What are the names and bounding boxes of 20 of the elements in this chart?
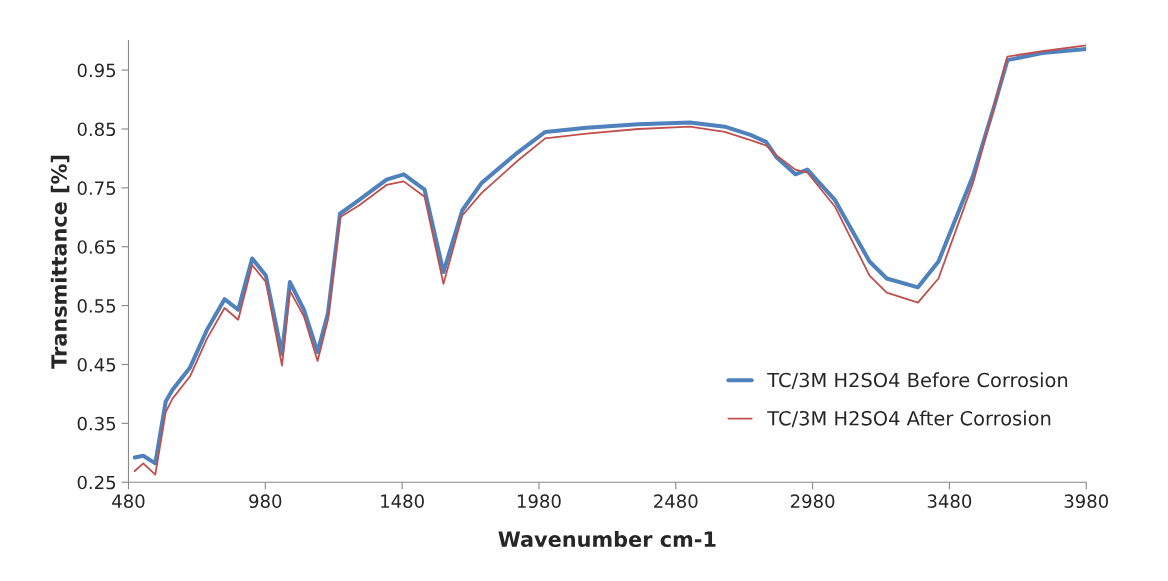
y-tick-label: 0.45 (77, 357, 116, 372)
y-tick-label: 0.35 (77, 416, 116, 431)
x-tick-label: 3980 (1064, 494, 1109, 509)
x-axis-title: Wavenumber cm-1 (498, 530, 716, 548)
x-tick-label: 480 (112, 494, 145, 509)
y-tick-label: 0.65 (77, 240, 116, 254)
y-tick-label: 0.95 (77, 63, 116, 78)
y-tick-label: 0.75 (77, 181, 116, 195)
x-tick-label: 3480 (927, 494, 972, 509)
x-tick-label: 980 (249, 494, 282, 509)
x-tick-label: 1480 (381, 494, 424, 509)
legend-label: TC/3M H2SO4 After Corrosion (767, 410, 1051, 428)
x-tick-label: 1980 (517, 494, 561, 509)
legend-label: TC/3M H2SO4 Before Corrosion (767, 372, 1068, 389)
x-tick-label: 2980 (790, 494, 835, 509)
y-tick-label: 0.25 (77, 475, 116, 490)
x-tick-label: 2480 (654, 494, 698, 509)
y-tick-label: 0.55 (77, 299, 116, 313)
y-tick-label: 0.85 (77, 122, 116, 137)
y-axis-title: Transmittance [%] (50, 155, 70, 369)
